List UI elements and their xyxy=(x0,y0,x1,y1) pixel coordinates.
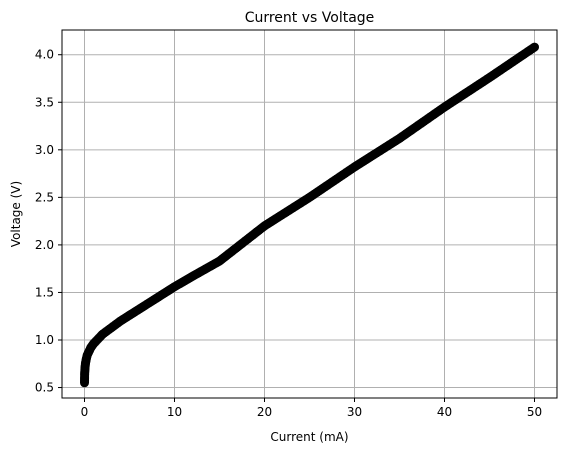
x-tick-label: 10 xyxy=(167,405,182,419)
data-point xyxy=(530,42,539,52)
x-axis-label: Current (mA) xyxy=(270,430,348,444)
x-tick-label: 50 xyxy=(527,405,542,419)
x-tick-label: 0 xyxy=(81,405,89,419)
y-tick-label: 3.5 xyxy=(35,95,54,109)
grid xyxy=(62,30,557,398)
y-tick-label: 4.0 xyxy=(35,48,54,62)
x-axis-ticks: 0 10 20 30 40 50 xyxy=(81,398,542,419)
plot-frame xyxy=(61,29,558,399)
y-tick-label: 3.0 xyxy=(35,143,54,157)
y-axis-label: Voltage (V) xyxy=(9,181,23,247)
y-tick-label: 1.0 xyxy=(35,333,54,347)
y-tick-label: 2.5 xyxy=(35,190,54,204)
data-points xyxy=(80,42,539,388)
x-tick-label: 40 xyxy=(437,405,452,419)
y-tick-label: 2.0 xyxy=(35,238,54,252)
x-tick-label: 30 xyxy=(347,405,362,419)
x-tick-label: 20 xyxy=(257,405,272,419)
chart-title: Current vs Voltage xyxy=(245,10,375,26)
y-axis-ticks: 0.5 1.0 1.5 2.0 2.5 3.0 3.5 4.0 xyxy=(35,48,62,395)
y-tick-label: 0.5 xyxy=(35,381,54,395)
y-tick-label: 1.5 xyxy=(35,285,54,299)
